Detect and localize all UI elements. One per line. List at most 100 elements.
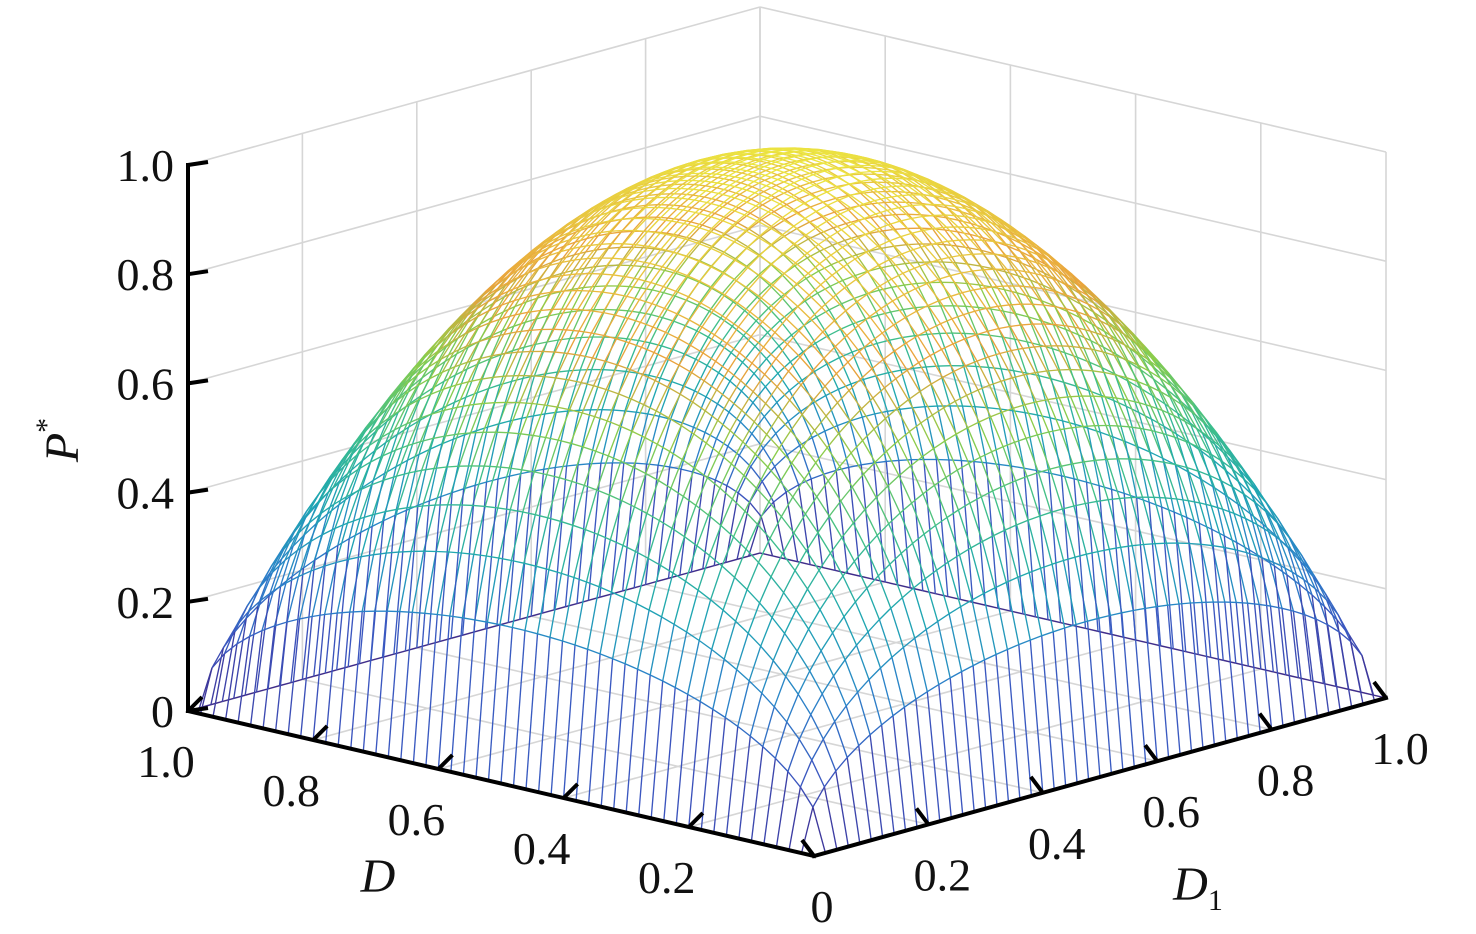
surface-mesh-segment <box>822 721 836 740</box>
surface-mesh-segment <box>580 357 594 383</box>
surface-mesh-segment <box>864 342 878 349</box>
surface-mesh-segment <box>713 317 727 336</box>
surface-mesh-segment <box>575 258 588 275</box>
surface-mesh-segment <box>764 174 778 181</box>
surface-mesh-segment <box>904 170 917 176</box>
surface-mesh-segment <box>662 624 675 682</box>
surface-mesh-segment <box>775 179 789 186</box>
surface-mesh-segment <box>696 310 710 332</box>
surface-mesh-segment <box>849 408 862 422</box>
surface-mesh-segment <box>564 464 579 607</box>
surface-mesh-segment <box>444 407 458 437</box>
surface-mesh-segment <box>1051 348 1065 383</box>
surface-mesh-segment <box>690 166 703 175</box>
surface-mesh-segment <box>737 725 751 737</box>
surface-mesh-segment <box>739 421 753 435</box>
surface-mesh-segment <box>779 320 793 336</box>
surface-mesh-segment <box>741 177 754 183</box>
surface-mesh-segment <box>815 462 829 482</box>
surface-mesh-segment <box>1253 483 1266 502</box>
surface-mesh-segment <box>778 345 791 363</box>
surface-mesh-segment <box>680 468 693 473</box>
surface-mesh-segment <box>799 343 812 358</box>
surface-mesh-segment <box>581 336 593 339</box>
surface-mesh-segment <box>1022 346 1035 350</box>
surface-mesh-segment <box>823 162 837 170</box>
surface-mesh-segment <box>1039 511 1052 517</box>
surface-mesh-segment <box>1163 425 1177 435</box>
surface-mesh-segment <box>658 207 671 220</box>
surface-mesh-segment <box>687 640 700 695</box>
surface-mesh-segment <box>1005 271 1019 277</box>
surface-mesh-segment <box>922 216 936 229</box>
surface-mesh-segment <box>1026 471 1039 478</box>
surface-mesh-segment <box>878 607 892 621</box>
surface-mesh-segment <box>769 218 782 229</box>
surface-mesh-segment <box>960 272 975 291</box>
surface-mesh-segment <box>583 216 596 228</box>
surface-mesh-segment <box>922 493 937 526</box>
surface-mesh-segment <box>847 351 860 363</box>
surface-mesh-segment <box>847 361 861 380</box>
surface-mesh-segment <box>773 211 786 221</box>
surface-mesh-segment <box>788 786 802 851</box>
surface-mesh-segment <box>782 245 797 256</box>
surface-mesh-segment <box>430 443 443 450</box>
surface-mesh-segment <box>728 411 741 423</box>
surface-mesh-segment <box>911 232 926 247</box>
surface-mesh-segment <box>962 405 976 408</box>
surface-mesh-segment <box>756 296 770 309</box>
surface-mesh-segment <box>875 497 890 525</box>
surface-mesh-segment <box>933 485 948 518</box>
surface-mesh-segment <box>623 243 637 246</box>
surface-mesh-segment <box>772 660 787 677</box>
surface-mesh-segment <box>839 452 852 467</box>
surface-mesh-segment <box>826 191 840 201</box>
surface-mesh-segment <box>813 385 826 401</box>
surface-mesh-segment <box>726 342 740 354</box>
surface-mesh-segment <box>954 198 967 204</box>
surface-mesh-segment <box>680 401 694 426</box>
surface-mesh-segment <box>710 253 724 268</box>
surface-mesh-segment <box>1059 396 1071 399</box>
surface-mesh-segment <box>893 244 907 247</box>
surface-mesh-segment <box>907 391 921 401</box>
surface-mesh-segment <box>600 257 613 275</box>
surface-mesh-segment <box>1086 621 1101 778</box>
surface-mesh-segment <box>279 681 292 687</box>
surface-mesh-segment <box>720 219 734 226</box>
surface-mesh-segment <box>641 248 655 267</box>
surface-mesh-segment <box>824 167 837 172</box>
surface-mesh-segment <box>706 477 721 489</box>
surface-mesh-segment <box>737 326 752 338</box>
surface-mesh-segment <box>336 666 349 671</box>
surface-mesh-segment <box>864 497 877 511</box>
surface-mesh-segment <box>745 286 758 298</box>
surface-mesh-segment <box>1025 237 1038 247</box>
surface-mesh-segment <box>878 619 893 658</box>
surface-mesh-segment <box>567 215 581 225</box>
surface-mesh-segment <box>779 309 794 322</box>
surface-mesh-segment <box>700 241 713 248</box>
surface-mesh-segment <box>869 160 881 164</box>
surface-mesh-segment <box>1023 374 1037 403</box>
surface-mesh-segment <box>1113 400 1126 442</box>
surface-mesh-segment <box>859 378 874 399</box>
surface-mesh-segment <box>920 422 935 449</box>
surface-mesh-segment <box>811 738 824 761</box>
surface-mesh-segment <box>626 295 640 301</box>
surface-mesh-segment <box>984 287 999 307</box>
surface-mesh-segment <box>974 307 987 312</box>
surface-mesh-segment <box>558 443 572 478</box>
surface-mesh-segment <box>1047 619 1061 624</box>
surface-mesh-segment <box>998 325 1011 330</box>
surface-mesh-segment <box>643 380 656 405</box>
surface-mesh-segment <box>383 434 398 474</box>
surface-mesh-segment <box>1279 539 1292 551</box>
surface-mesh-segment <box>845 301 858 312</box>
surface-mesh-segment <box>816 496 830 517</box>
surface-mesh-segment <box>1235 602 1250 736</box>
surface-mesh-segment <box>635 187 649 199</box>
surface-mesh-segment <box>1245 552 1260 605</box>
surface-mesh-segment <box>918 186 933 196</box>
